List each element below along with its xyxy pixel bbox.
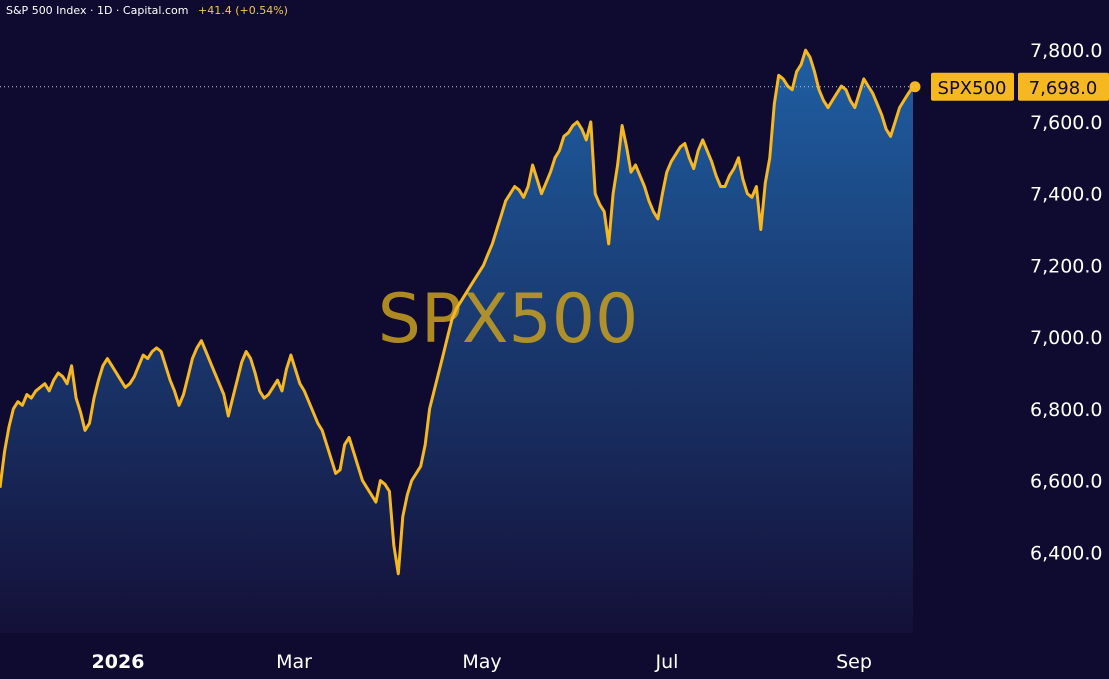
y-tick-label: 7,000.0 — [1030, 327, 1103, 349]
y-tick-label: 7,800.0 — [1030, 40, 1103, 62]
watermark: SPX500 — [378, 280, 639, 359]
x-tick-label: May — [462, 651, 501, 673]
y-tick-label: 6,400.0 — [1030, 542, 1103, 564]
x-tick-label: Sep — [836, 651, 872, 673]
x-tick-label: 2026 — [92, 651, 145, 673]
area-fill — [0, 50, 913, 633]
x-tick-label: Jul — [655, 651, 679, 673]
chart-header: S&P 500 Index · 1D · Capital.com +41.4 (… — [6, 4, 288, 17]
price-tag-symbol: SPX500 — [938, 78, 1007, 99]
y-tick-label: 6,800.0 — [1030, 399, 1103, 421]
x-tick-label: Mar — [276, 651, 312, 673]
series-line-spx500 — [0, 48, 915, 576]
y-tick-label: 7,200.0 — [1030, 255, 1103, 277]
price-tag: SPX500 7,698.0 — [931, 72, 1109, 101]
y-tick-label: 7,600.0 — [1030, 112, 1103, 134]
price-tag-symbol-box — [931, 72, 1014, 101]
last-price-marker — [909, 81, 921, 93]
price-tag-value: 7,698.0 — [1029, 78, 1098, 99]
price-tag-value-box — [1018, 72, 1109, 101]
chart-title: S&P 500 Index · 1D · Capital.com — [6, 4, 189, 17]
price-change: +41.4 (+0.54%) — [197, 4, 288, 17]
y-tick-label: 6,600.0 — [1030, 471, 1103, 493]
y-tick-label: 7,400.0 — [1030, 184, 1103, 206]
